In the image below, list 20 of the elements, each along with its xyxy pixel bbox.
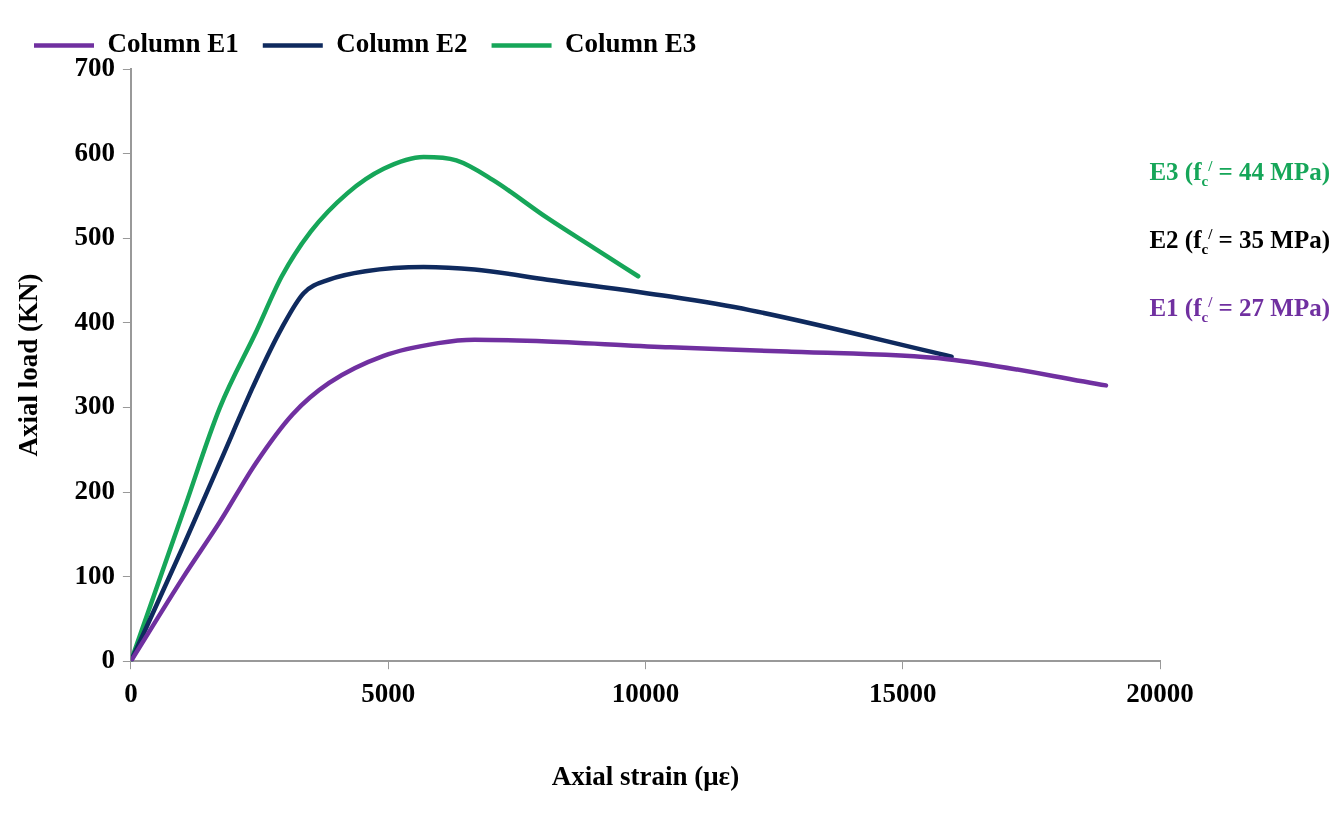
line-series (130, 337, 1109, 662)
annotation: E3 (f$_{c}$$^{/}$ = 44 MPa) (1149, 158, 1330, 191)
x-tick-label: 0 (124, 678, 138, 709)
y-axis-title: Axial load (KN) (13, 273, 44, 457)
x-axis-title: Axial strain (με) (551, 760, 740, 791)
y-tick-label: 0 (101, 644, 115, 675)
y-tick-label: 300 (74, 390, 115, 421)
legend-label: Column E2 (336, 28, 468, 59)
y-tick-label: 100 (74, 559, 115, 590)
x-tick-label: 20000 (1126, 678, 1194, 709)
x-tick-label: 5000 (361, 678, 416, 709)
y-tick-label: 400 (74, 305, 115, 336)
y-tick-label: 500 (74, 221, 115, 252)
annotation: E2 (f$_{c}$$^{/}$ = 35 MPa) (1149, 226, 1330, 259)
y-tick-label: 200 (74, 474, 115, 505)
legend-label: Column E3 (565, 28, 697, 59)
annotation: E1 (f$_{c}$$^{/}$ = 27 MPa) (1149, 294, 1330, 327)
y-tick-label: 600 (74, 136, 115, 167)
x-tick-label: 15000 (868, 678, 937, 709)
x-tick-label: 10000 (611, 678, 680, 709)
